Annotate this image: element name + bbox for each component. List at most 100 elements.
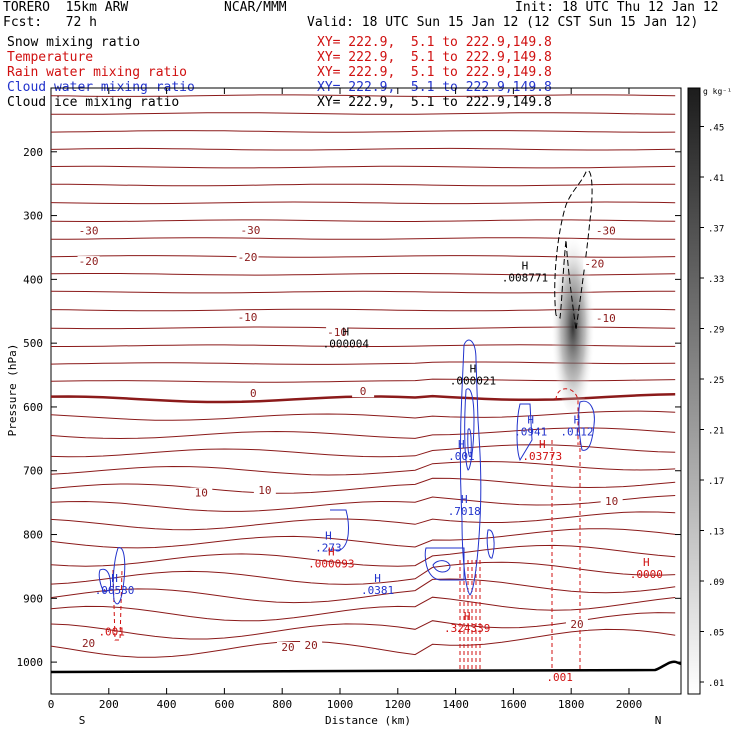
colorbar-tick-label: .21 <box>708 427 724 437</box>
colorbar-tick-label: .05 <box>708 629 724 639</box>
extremum-value: .7018 <box>448 505 481 518</box>
extremum-marker: H <box>325 530 332 543</box>
temperature-label: -20 <box>79 255 99 268</box>
colorbar-tick-label: .01 <box>708 679 724 689</box>
temperature-label: 20 <box>281 641 294 654</box>
temperature-label-bg <box>300 640 323 652</box>
field-name-cloud-ice: Cloud ice mixing ratio <box>7 95 180 110</box>
field-xy-rain: XY= 222.9, 5.1 to 222.9,149.8 <box>317 65 552 80</box>
colorbar: g kg⁻¹ .45 .41 .37 .33 .29 .25 .21 .17 .13 .09 .05… <box>687 87 732 695</box>
extremum-marker: H <box>374 572 381 585</box>
plot-frame <box>50 87 682 695</box>
temperature-label: -10 <box>327 326 347 339</box>
extremum-value: .001 <box>546 671 573 684</box>
extremum-marker: H <box>111 572 118 585</box>
north-endpoint-label: N <box>655 714 662 727</box>
extremum-value: .0112 <box>560 426 593 439</box>
temperature-label: 10 <box>195 487 208 500</box>
colorbar-tick-label: .37 <box>708 225 724 235</box>
isotherm-line <box>51 130 676 133</box>
temperature-label-bg <box>352 386 375 398</box>
extremum-marker: H <box>458 438 465 451</box>
x-tick-label: 2000 <box>616 698 643 711</box>
isotherm-line <box>51 183 676 187</box>
isotherm-line <box>51 201 676 205</box>
colorbar-unit: g kg⁻¹ <box>703 87 732 96</box>
y-tick-label: 800 <box>23 529 43 542</box>
x-tick-label: 400 <box>157 698 177 711</box>
isotherm-line <box>51 628 676 658</box>
temperature-label-bg <box>236 312 259 324</box>
isotherm-line <box>51 596 676 622</box>
y-tick-label: 300 <box>23 210 43 223</box>
terrain-surface <box>50 660 682 674</box>
cloud-ice-contour <box>554 170 593 331</box>
colorbar-tick-label: .33 <box>708 275 724 285</box>
colorbar-tick-label: .41 <box>708 174 724 184</box>
temperature-label: -20 <box>238 251 258 264</box>
extremum-value: .0000 <box>630 568 663 581</box>
colorbar-tick-label: .09 <box>708 578 724 588</box>
y-tick-label: 1000 <box>17 656 44 669</box>
colorbar-tick-label: .17 <box>708 477 724 487</box>
temperature-label: 0 <box>360 385 367 398</box>
temperature-label: 10 <box>258 484 271 497</box>
x-tick-label: 1600 <box>500 698 527 711</box>
isotherm-line <box>51 444 676 458</box>
isotherm-line <box>51 477 676 494</box>
cloud-water-contours <box>98 339 595 605</box>
extremum-value: .001 <box>448 450 475 463</box>
temperature-label-bg <box>594 312 617 324</box>
extremum-value: .324339 <box>444 622 490 635</box>
x-tick-label: 1400 <box>442 698 469 711</box>
colorbar-tick-label: .25 <box>708 376 724 386</box>
temperature-label: -20 <box>584 258 604 271</box>
temperature-label-bg <box>236 252 259 264</box>
temperature-label: 10 <box>605 495 618 508</box>
isotherm-line <box>51 544 676 567</box>
x-tick-label: 0 <box>48 698 55 711</box>
extremum-marker: H <box>464 610 471 623</box>
temperature-label: -30 <box>596 224 616 237</box>
extremum-value: .0381 <box>361 584 394 597</box>
x-tick-label: 200 <box>99 698 119 711</box>
temperature-label-bg <box>253 485 276 497</box>
south-endpoint-label: S <box>79 714 86 727</box>
organization-label: NCAR/MMM <box>224 0 287 15</box>
temperature-label: -10 <box>596 312 616 325</box>
field-name-snow: Snow mixing ratio <box>7 35 141 50</box>
field-xy-temperature: XY= 222.9, 5.1 to 222.9,149.8 <box>317 50 552 65</box>
extremum-value: .03773 <box>522 450 562 463</box>
temperature-label: 20 <box>304 639 317 652</box>
y-tick-label: 200 <box>23 146 43 159</box>
isotherm-line <box>51 165 676 169</box>
isotherm-line <box>51 495 676 512</box>
field-xy-snow: XY= 222.9, 5.1 to 222.9,149.8 <box>317 35 552 50</box>
extremum-value: .273 <box>315 542 342 555</box>
valid-time: Valid: 18 UTC Sun 15 Jan 12 (12 CST Sun … <box>307 15 699 30</box>
extremum-value: .0941 <box>514 426 547 439</box>
isotherm-line <box>51 219 676 222</box>
temperature-label-bg <box>77 638 100 650</box>
extremum-value: .000093 <box>308 558 354 571</box>
temperature-label-bg <box>190 487 213 499</box>
extremum-value: .06530 <box>95 584 135 597</box>
y-tick-label: 700 <box>23 465 43 478</box>
snow-shading <box>551 223 595 413</box>
temperature-label: -30 <box>79 224 99 237</box>
extremum-marker: H <box>643 556 650 569</box>
temperature-label: 20 <box>82 637 95 650</box>
temperature-label: 20 <box>570 618 583 631</box>
temperature-labels: -30 -30 -30 -20 -20 -20 -10 -10 -10 0 0 10 10 10 20 20 2… <box>77 224 623 654</box>
colorbar-tick-label: .45 <box>708 124 724 134</box>
x-axis: 0 200 400 600 800 1000 1200 1400 1600 1800 2000 <box>48 88 643 711</box>
temperature-label-bg <box>239 224 262 236</box>
colorbar-tick-label: .13 <box>708 528 724 538</box>
temperature-label: -10 <box>238 311 258 324</box>
isotherm-line <box>51 511 676 531</box>
isotherm-line <box>51 460 676 476</box>
x-tick-label: 1000 <box>327 698 354 711</box>
y-axis-label: Pressure (hPa) <box>6 344 19 437</box>
